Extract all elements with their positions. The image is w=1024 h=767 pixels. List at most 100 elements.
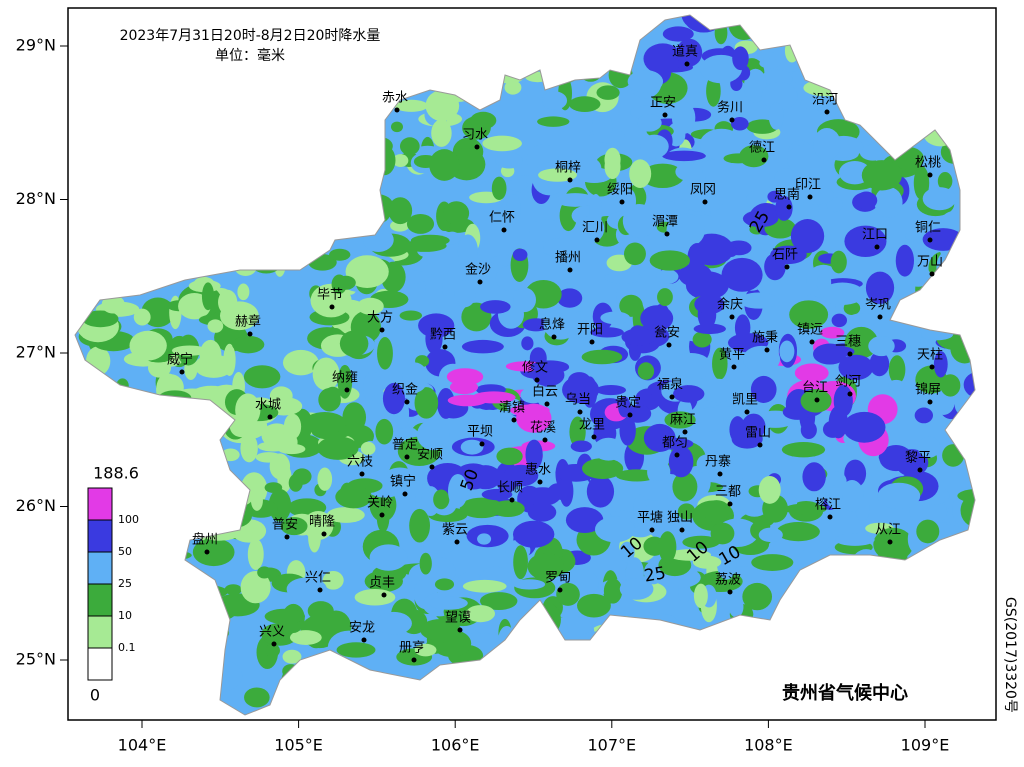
lon-tick-label: 107°E	[587, 736, 636, 755]
legend-label: 188.6	[93, 464, 139, 483]
precip-patch	[639, 134, 669, 159]
city-dot	[284, 534, 290, 540]
precip-patch	[761, 81, 798, 111]
city-dot	[589, 339, 595, 345]
precip-patch	[129, 330, 167, 361]
precip-patch	[702, 500, 731, 523]
city-name: 平坝	[467, 425, 493, 440]
precip-patch	[591, 111, 613, 143]
precip-patch	[874, 186, 903, 218]
city-name: 安顺	[417, 448, 443, 463]
precip-patch	[656, 269, 679, 285]
city-name: 兴义	[259, 625, 285, 640]
city-dot	[827, 514, 833, 520]
precip-patch	[377, 337, 393, 370]
precip-patch	[963, 371, 975, 399]
city-dot	[567, 177, 573, 183]
precip-patch	[326, 507, 365, 523]
precip-patch	[739, 145, 769, 168]
city-name: 三穗	[835, 335, 861, 350]
precip-patch	[280, 517, 308, 536]
city-name: 册亨	[399, 640, 425, 656]
precip-patch	[768, 102, 784, 130]
precip-patch	[527, 502, 557, 522]
precip-patch	[538, 168, 577, 182]
precip-patch	[784, 503, 827, 515]
precip-patch	[581, 458, 624, 479]
city-name: 余庆	[717, 297, 743, 313]
precip-patch	[643, 43, 683, 75]
precip-patch	[692, 555, 722, 569]
legend-label: 10	[118, 609, 132, 622]
precip-patch	[509, 404, 550, 417]
precip-patch	[594, 516, 636, 543]
city-name: 三都	[715, 485, 741, 500]
precip-patch	[360, 441, 376, 456]
precip-patch	[554, 193, 596, 207]
precip-patch	[916, 519, 940, 544]
precip-patch	[375, 418, 394, 445]
precip-patch	[414, 387, 439, 419]
city-name: 天柱	[917, 348, 943, 363]
precip-patch	[557, 288, 583, 308]
city-name: 凯里	[732, 393, 758, 408]
city-name: 纳雍	[332, 370, 358, 386]
precip-patch	[670, 352, 712, 381]
map-title: 2023年7月31日20时-8月2日20时降水量	[120, 28, 381, 44]
city-name: 六枝	[347, 455, 373, 470]
precip-patch	[869, 351, 890, 377]
precip-patch	[369, 544, 408, 571]
city-name: 独山	[667, 511, 693, 526]
precip-patch	[908, 320, 922, 350]
precip-patch	[447, 394, 488, 407]
precip-patch	[596, 85, 620, 100]
precip-patch	[481, 488, 513, 501]
city-name: 望谟	[445, 610, 471, 626]
precip-patch	[336, 642, 376, 658]
lat-tick-label: 28°N	[16, 189, 56, 208]
city-name: 乌当	[565, 392, 591, 408]
precip-patch	[914, 407, 933, 424]
precip-patch	[529, 219, 564, 243]
precip-patch	[654, 303, 669, 323]
precip-patch	[443, 201, 470, 226]
city-name: 施秉	[752, 330, 778, 346]
precip-patch	[593, 437, 624, 461]
precip-patch	[345, 255, 389, 289]
lon-tick-label: 105°E	[274, 736, 323, 755]
city-name: 播州	[555, 251, 581, 266]
city-dot	[927, 237, 933, 243]
precip-patch	[887, 379, 905, 391]
city-dot	[674, 452, 680, 458]
precip-patch	[147, 357, 172, 378]
precip-patch	[408, 562, 443, 587]
precip-patch	[697, 378, 738, 403]
city-name: 印江	[795, 178, 821, 193]
precip-patch	[402, 362, 428, 393]
city-dot	[429, 464, 435, 470]
city-dot	[761, 157, 767, 163]
precip-patch	[399, 137, 420, 156]
precip-patch	[308, 522, 321, 553]
city-dot	[404, 454, 410, 460]
city-name: 贵定	[615, 396, 641, 411]
city-dot	[679, 527, 685, 533]
precip-patch	[877, 482, 921, 510]
precip-patch	[676, 38, 703, 67]
precip-patch	[469, 465, 502, 490]
city-name: 息烽	[539, 317, 565, 333]
precip-patch	[820, 282, 865, 306]
city-dot	[666, 342, 672, 348]
precip-patch	[461, 339, 504, 354]
precip-patch	[512, 520, 555, 548]
precip-patch	[460, 439, 484, 455]
city-name: 榕江	[815, 498, 841, 513]
province-outline	[74, 14, 976, 716]
precip-patch	[643, 561, 664, 585]
city-dot	[744, 409, 750, 415]
precip-patch	[675, 162, 703, 181]
precip-patch	[682, 535, 720, 549]
precip-patch	[673, 385, 705, 403]
precip-patch	[288, 473, 303, 492]
precip-patch	[418, 313, 455, 338]
